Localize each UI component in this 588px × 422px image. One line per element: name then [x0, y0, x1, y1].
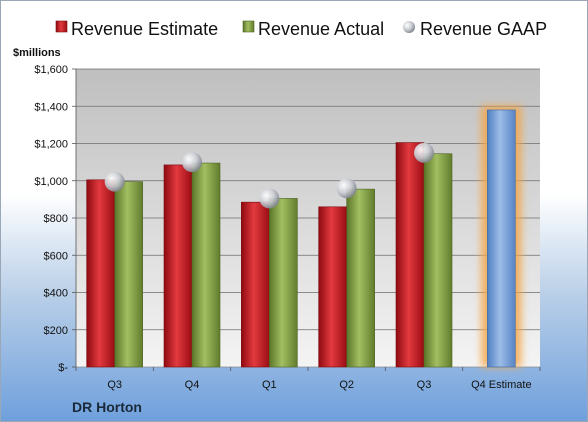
y-tick-label: $400 — [44, 288, 68, 300]
bar-revenue-estimate — [318, 206, 347, 368]
legend-swatch-estimate — [55, 20, 68, 33]
legend-label-gaap: Revenue GAAP — [420, 19, 547, 39]
y-tick-label: $1,200 — [34, 139, 68, 151]
legend-swatch-actual — [242, 20, 255, 33]
legend-marker-gaap — [403, 21, 415, 33]
marker-revenue-gaap — [104, 171, 125, 192]
y-axis: $- $200 $400 $600 $800 $1,000 $1,200 $1,400 $1,6… — [34, 64, 77, 374]
company-name: DR Horton — [72, 399, 142, 415]
marker-revenue-gaap — [336, 178, 357, 199]
legend-label-actual: Revenue Actual — [258, 19, 384, 39]
bar-revenue-estimate — [395, 142, 425, 368]
bar-revenue-actual — [191, 162, 221, 368]
y-tick-label: $1,600 — [34, 64, 68, 76]
bar-revenue-estimate — [163, 164, 193, 368]
legend: Revenue Estimate Revenue Actual Revenue … — [55, 19, 547, 39]
bar-revenue-actual — [346, 188, 375, 368]
bar-revenue-actual — [269, 198, 298, 368]
bar-revenue-actual — [114, 181, 143, 368]
x-tick-label: Q3 — [417, 379, 432, 391]
y-tick-label: $- — [58, 362, 68, 374]
x-tick-label: Q3 — [107, 379, 122, 391]
y-tick-label: $600 — [44, 250, 68, 262]
marker-revenue-gaap — [182, 152, 202, 173]
bar-revenue-estimate — [86, 179, 115, 368]
gaap-markers — [104, 142, 434, 209]
x-tick-label: Q2 — [339, 379, 354, 391]
marker-revenue-gaap — [414, 142, 434, 163]
bar-revenue-forecast — [487, 109, 516, 368]
x-tick-label: Q1 — [262, 379, 277, 391]
marker-revenue-gaap — [259, 188, 280, 209]
x-tick-label: Q4 Estimate — [471, 379, 532, 391]
y-tick-label: $200 — [44, 325, 68, 337]
bar-revenue-estimate — [241, 201, 270, 368]
x-tick-label: Q4 — [185, 379, 200, 391]
y-tick-label: $1,400 — [34, 101, 68, 113]
y-tick-label: $1,000 — [34, 176, 68, 188]
unit-label: $millions — [13, 47, 61, 59]
bars — [86, 105, 522, 368]
bar-revenue-actual — [423, 153, 453, 368]
legend-label-estimate: Revenue Estimate — [71, 19, 218, 39]
x-axis: Q3 Q4 Q1 Q2 Q3 Q4 Estimate — [75, 367, 541, 391]
y-tick-label: $800 — [44, 213, 68, 225]
